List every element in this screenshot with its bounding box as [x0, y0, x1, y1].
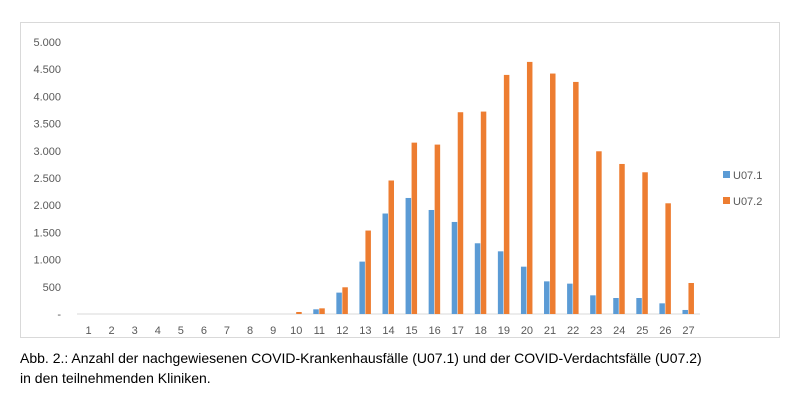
y-tick-label: 3.000 [33, 146, 61, 158]
bar-U07-2 [619, 163, 625, 314]
chart-frame: - 500 1.000 1.500 2.000 2.500 3.000 3.500 4.000 4… [20, 22, 780, 338]
y-tick-label: 4.000 [33, 91, 61, 103]
x-tick-label: 11 [314, 325, 325, 337]
x-tick-label: 21 [544, 325, 556, 337]
bar-U07-2 [480, 111, 487, 314]
bar-U07-1 [359, 261, 365, 314]
x-tick-label: 6 [201, 325, 207, 337]
bar-U07-1 [520, 266, 527, 314]
y-tick-label: 1.500 [33, 227, 61, 239]
bar-U07-2 [526, 61, 533, 314]
bar-U07-1 [659, 303, 665, 314]
x-tick-label: 7 [224, 325, 230, 337]
bar-U07-2 [365, 230, 371, 314]
bar-U07-2 [503, 74, 510, 314]
legend-swatch [723, 197, 730, 204]
x-tick-label: 25 [636, 325, 648, 337]
x-tick-label: 8 [247, 325, 253, 337]
legend-swatch [723, 171, 730, 178]
bar-U07-1 [382, 213, 388, 314]
legend-label: U07.2 [733, 196, 762, 208]
x-tick-label: 15 [405, 325, 417, 337]
y-tick-label: 2.000 [33, 200, 61, 212]
bar-U07-2 [457, 112, 464, 314]
bar-U07-1 [405, 197, 412, 314]
y-tick-label: 3.500 [33, 119, 61, 131]
x-tick-label: 10 [290, 325, 302, 337]
x-tick-label: 3 [132, 325, 138, 337]
x-tick-label: 24 [613, 325, 625, 337]
x-tick-label: 1 [85, 325, 91, 337]
bar-U07-1 [682, 309, 688, 314]
figure-caption-line-1: Abb. 2.: Anzahl der nachgewiesenen COVID… [20, 350, 702, 366]
bar-U07-1 [497, 251, 504, 314]
legend-label: U07.1 [733, 170, 762, 182]
bar-U07-2 [665, 203, 671, 314]
bar-U07-1 [313, 309, 319, 314]
bar-U07-1 [451, 221, 458, 314]
bar-U07-1 [544, 281, 550, 314]
x-tick-label: 14 [382, 325, 394, 337]
x-tick-label: 17 [452, 325, 464, 337]
x-tick-label: 2 [109, 325, 115, 337]
bar-U07-2 [688, 282, 694, 314]
y-tick-label: 5.000 [33, 37, 61, 49]
x-tick-label: 9 [270, 325, 276, 337]
figure-caption-line-2: in den teilnehmenden Kliniken. [20, 370, 211, 386]
bar-U07-1 [336, 292, 342, 314]
bar-U07-1 [474, 243, 481, 314]
bar-U07-2 [411, 142, 418, 314]
bar-U07-1 [636, 298, 642, 314]
x-tick-label: 13 [359, 325, 371, 337]
x-tick-label: 4 [155, 325, 161, 337]
bar-chart: - 500 1.000 1.500 2.000 2.500 3.000 3.500 4.000 4… [33, 37, 762, 337]
y-tick-label: 4.500 [33, 64, 61, 76]
x-tick-label: 22 [567, 325, 579, 337]
bar-U07-2 [319, 308, 325, 314]
bar-U07-2 [388, 180, 394, 314]
x-tick-label: 20 [521, 325, 533, 337]
bar-U07-2 [296, 311, 302, 314]
bar-U07-2 [342, 287, 348, 314]
x-tick-label: 12 [336, 325, 348, 337]
x-tick-label: 27 [682, 325, 694, 337]
bar-U07-2 [434, 144, 441, 314]
bar-U07-2 [550, 73, 556, 314]
bar-U07-2 [573, 81, 579, 314]
y-tick-label: - [57, 309, 61, 321]
bar-U07-2 [596, 151, 602, 314]
x-tick-label: 19 [498, 325, 510, 337]
y-tick-label: 500 [43, 282, 61, 294]
bar-U07-1 [613, 298, 619, 314]
x-tick-label: 16 [429, 325, 441, 337]
x-tick-label: 5 [178, 325, 184, 337]
bar-U07-1 [428, 209, 435, 314]
x-tick-label: 26 [659, 325, 671, 337]
x-tick-label: 23 [590, 325, 602, 337]
bar-U07-1 [567, 283, 573, 314]
bar-U07-1 [590, 295, 596, 314]
x-tick-label: 18 [475, 325, 487, 337]
bar-U07-2 [642, 172, 648, 314]
y-tick-label: 2.500 [33, 173, 61, 185]
y-tick-label: 1.000 [33, 255, 61, 267]
